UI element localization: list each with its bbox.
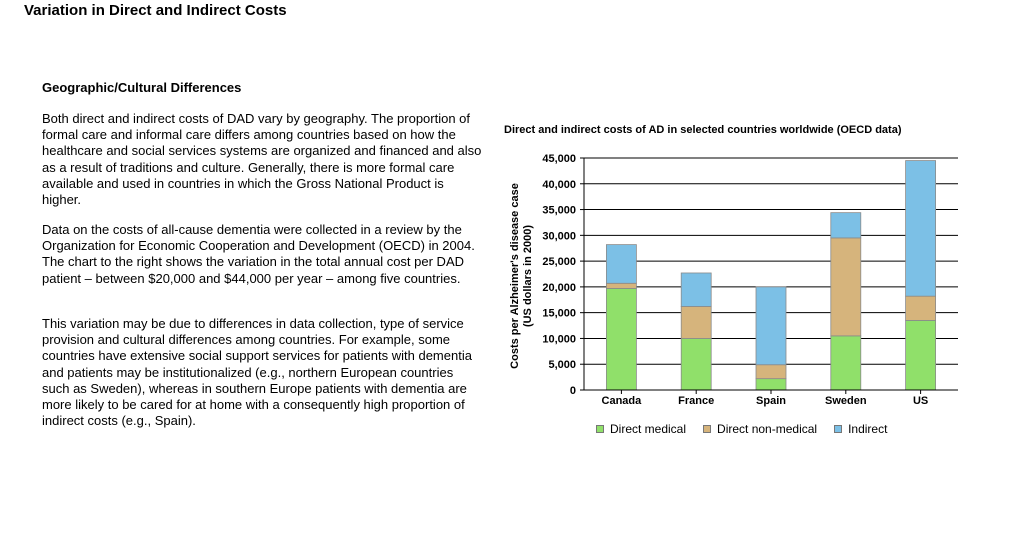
y-tick-label: 30,000 [542, 230, 576, 242]
legend-item-direct-medical: Direct medical [596, 422, 686, 436]
bar-segment-canada-direct-non-medical [606, 282, 637, 289]
y-tick-label: 40,000 [542, 179, 576, 191]
paragraph-variation: This variation may be due to differences… [42, 316, 472, 429]
bar-segment-sweden-indirect [830, 212, 862, 239]
bar-segment-sweden-direct-medical [830, 335, 862, 391]
legend-item-indirect: Indirect [834, 422, 887, 436]
x-tick-label: US [913, 395, 928, 407]
bar-segment-france-direct-medical [680, 338, 712, 391]
y-axis-label-line-2: (US dollars in 2000) [522, 225, 534, 327]
chart-legend: Direct medical Direct non-medical Indirect [596, 422, 887, 436]
y-tick-label: 15,000 [542, 308, 576, 320]
page-title: Variation in Direct and Indirect Costs [24, 2, 287, 19]
y-tick-label: 20,000 [542, 282, 576, 294]
x-tick-label: France [678, 395, 714, 407]
bar-segment-us-direct-medical [905, 319, 937, 391]
y-tick-label: 45,000 [542, 153, 576, 165]
bar-segment-france-indirect [680, 272, 712, 307]
bar-segment-spain-direct-non-medical [755, 364, 787, 380]
x-tick-label: Sweden [825, 395, 867, 407]
legend-label: Direct medical [610, 422, 687, 436]
bar-segment-us-direct-non-medical [905, 295, 937, 321]
y-tick-label: 5,000 [548, 359, 576, 371]
bar-segment-france-direct-non-medical [680, 306, 712, 339]
y-tick-label: 35,000 [542, 205, 576, 217]
legend-label: Indirect [848, 422, 888, 436]
legend-item-direct-non-medical: Direct non-medical [703, 422, 817, 436]
y-tick-label: 0 [570, 385, 576, 397]
legend-swatch [834, 425, 843, 433]
chart-title: Direct and indirect costs of AD in selec… [504, 124, 902, 136]
legend-label: Direct non-medical [717, 422, 818, 436]
bar-segment-spain-indirect [755, 286, 787, 366]
legend-swatch [703, 425, 712, 433]
paragraph-oecd-data: Data on the costs of all-cause dementia … [42, 222, 475, 286]
stacked-bar-chart: Costs per Alzheimer's disease case (US d… [509, 153, 958, 407]
bar-segment-spain-direct-medical [755, 378, 787, 391]
legend-swatch [596, 425, 604, 433]
bar-segment-us-indirect [905, 160, 937, 297]
section-heading: Geographic/Cultural Differences [42, 80, 242, 95]
bar-segment-sweden-direct-non-medical [830, 237, 862, 337]
y-tick-label: 10,000 [542, 333, 576, 345]
x-tick-label: Canada [602, 395, 643, 407]
y-tick-label: 25,000 [542, 256, 576, 268]
x-tick-label: Spain [756, 395, 786, 407]
paragraph-geography: Both direct and indirect costs of DAD va… [42, 111, 482, 208]
bar-segment-canada-direct-medical [606, 288, 637, 391]
y-axis-label-line-1: Costs per Alzheimer's disease case [509, 183, 521, 369]
bar-segment-canada-indirect [606, 244, 637, 284]
